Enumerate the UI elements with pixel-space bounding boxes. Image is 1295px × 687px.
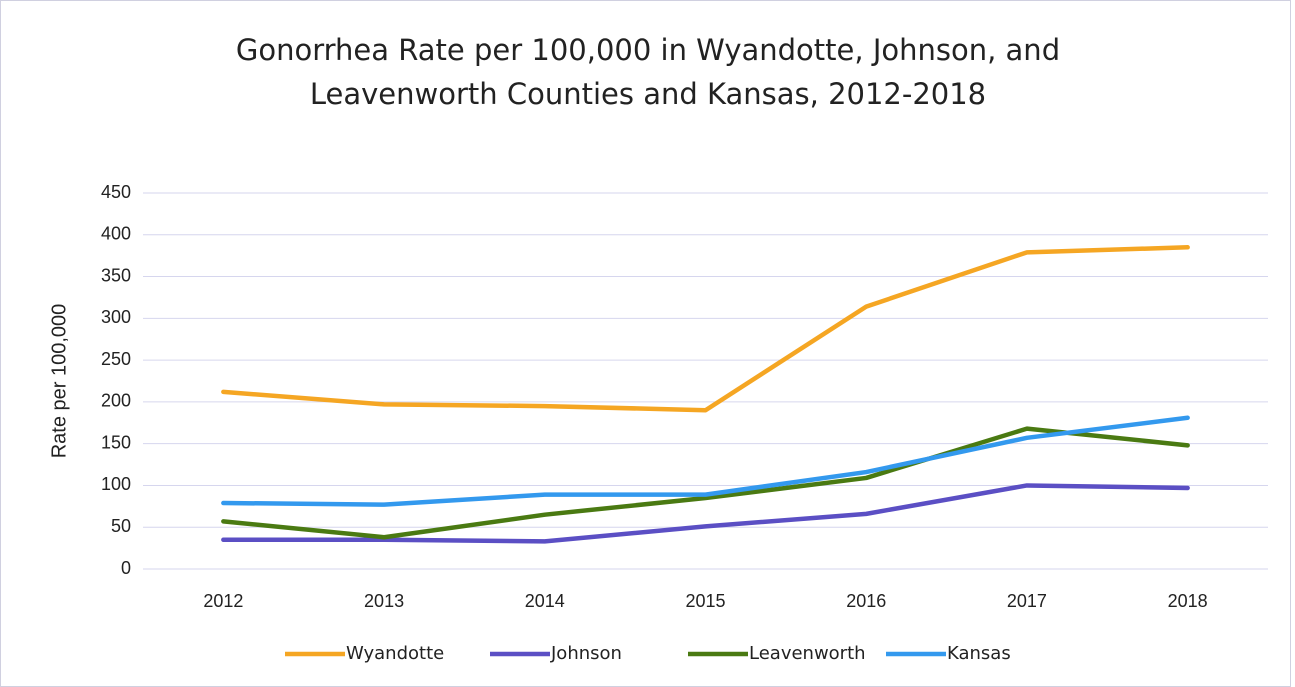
series-line	[221, 415, 1190, 507]
legend-label: Leavenworth	[749, 643, 866, 664]
y-tick-label: 150	[101, 432, 131, 452]
y-tick-label: 200	[101, 391, 131, 411]
x-tick-label: 2018	[1168, 591, 1208, 611]
x-tick-label: 2016	[846, 591, 886, 611]
y-tick-label: 0	[121, 558, 131, 578]
legend-label: Johnson	[550, 643, 622, 664]
legend-label: Wyandotte	[346, 643, 444, 664]
y-tick-label: 50	[111, 516, 131, 536]
x-tick-label: 2013	[364, 591, 404, 611]
chart-title: Gonorrhea Rate per 100,000 in Wyandotte,…	[236, 33, 1060, 67]
x-tick-label: 2017	[1007, 591, 1047, 611]
y-tick-label: 300	[101, 307, 131, 327]
series-line	[221, 426, 1190, 540]
series-line	[221, 245, 1190, 413]
y-tick-label: 250	[101, 349, 131, 369]
y-tick-label: 350	[101, 265, 131, 285]
y-tick-label: 400	[101, 224, 131, 244]
x-tick-label: 2015	[685, 591, 725, 611]
x-tick-label: 2014	[525, 591, 565, 611]
series-line	[221, 483, 1190, 544]
chart-title: Leavenworth Counties and Kansas, 2012-20…	[310, 77, 986, 111]
y-axis-label: Rate per 100,000	[48, 304, 70, 459]
x-tick-label: 2012	[203, 591, 243, 611]
y-tick-label: 450	[101, 182, 131, 202]
y-tick-label: 100	[101, 474, 131, 494]
legend-label: Kansas	[947, 643, 1011, 664]
